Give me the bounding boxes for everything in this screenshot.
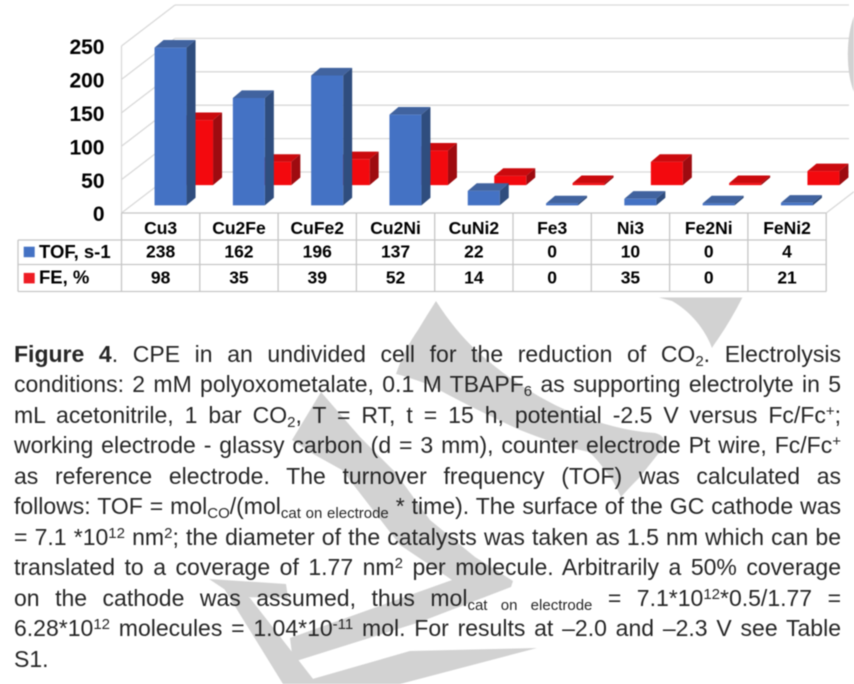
svg-text:Fe2Ni: Fe2Ni: [685, 218, 733, 238]
svg-text:50: 50: [81, 170, 104, 193]
svg-text:0: 0: [704, 268, 714, 288]
svg-text:TOF, s-1: TOF, s-1: [39, 241, 111, 262]
svg-text:4: 4: [782, 242, 792, 262]
svg-text:10: 10: [621, 242, 641, 262]
svg-text:21: 21: [777, 268, 797, 288]
svg-text:238: 238: [146, 242, 175, 262]
svg-text:0: 0: [547, 268, 557, 288]
svg-text:35: 35: [229, 268, 249, 288]
svg-text:137: 137: [381, 242, 410, 262]
svg-text:14: 14: [464, 268, 484, 288]
svg-text:196: 196: [303, 242, 332, 262]
svg-text:CuFe2: CuFe2: [291, 218, 345, 238]
svg-text:Cu3: Cu3: [144, 218, 177, 238]
svg-text:CuNi2: CuNi2: [449, 218, 500, 238]
svg-text:22: 22: [464, 242, 484, 262]
svg-text:98: 98: [151, 268, 171, 288]
svg-text:FE, %: FE, %: [39, 267, 89, 288]
svg-text:0: 0: [547, 242, 557, 262]
svg-text:100: 100: [69, 136, 104, 159]
svg-text:Fe3: Fe3: [537, 218, 567, 238]
svg-text:Ni3: Ni3: [617, 218, 645, 238]
svg-text:150: 150: [69, 103, 104, 126]
svg-text:Cu2Fe: Cu2Fe: [212, 218, 266, 238]
svg-text:250: 250: [69, 36, 104, 59]
svg-text:35: 35: [621, 268, 641, 288]
svg-text:FeNi2: FeNi2: [763, 218, 811, 238]
svg-text:0: 0: [704, 242, 714, 262]
svg-text:Cu2Ni: Cu2Ni: [370, 218, 421, 238]
svg-text:39: 39: [308, 268, 328, 288]
svg-text:0: 0: [93, 203, 105, 226]
svg-text:162: 162: [224, 242, 253, 262]
svg-text:200: 200: [69, 70, 104, 93]
svg-text:52: 52: [386, 268, 406, 288]
